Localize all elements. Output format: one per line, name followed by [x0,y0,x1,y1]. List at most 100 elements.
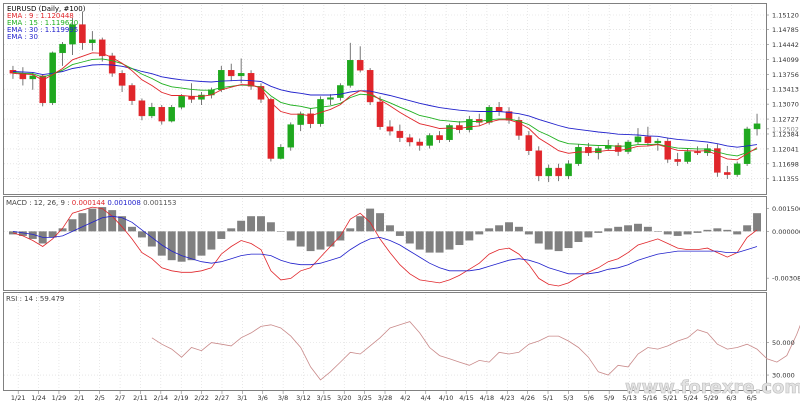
main-y-tick-label: 1.14442 [772,41,799,49]
candle-bull [565,163,572,177]
main-y-tick-label: 1.12041 [772,145,799,153]
candle-bear [396,130,404,138]
macd-histogram-bar [733,231,742,235]
ema-legend-item: EMA : 15 : 1.119620 [7,19,78,27]
ema-30-line [12,64,758,148]
macd-histogram-bar [634,223,642,232]
rsi-y-tick-label: 50.000 [772,339,795,347]
x-tick-label: 4/2 [400,394,410,401]
macd-histogram-bar [137,231,146,238]
macd-histogram-bar [48,231,57,238]
candle-bull [733,163,741,175]
macd-histogram-bar [544,231,553,250]
macd-histogram-bar [88,208,97,232]
candle-bear [376,101,384,127]
main-y-tick-label: 1.11355 [772,175,799,183]
macd-histogram-bar [78,213,87,232]
chart-title: EURUSD (Daily, #100) [7,5,86,13]
macd-y-axis: 0.001506 0.000000 -0.003086 [766,205,800,283]
x-tick-label: 3/6 [257,394,267,401]
candle-bull [446,125,453,141]
macd-histogram-bar [395,231,404,236]
macd-histogram-bar [306,231,315,252]
candle-bull [624,141,632,152]
macd-histogram-bar [683,231,692,235]
macd-histogram-bar [584,231,593,238]
candle-bear [585,147,592,154]
candle-bull [634,136,642,143]
macd-histogram-bar [346,228,355,232]
macd-series [8,206,762,287]
macd-histogram-bar [385,225,394,232]
candle-bear [555,167,562,177]
x-tick-label: 5/13 [622,394,637,401]
candle-bear [515,120,523,136]
candle-bull [198,94,205,100]
macd-name: MACD : 12, 26, 9 : [6,199,70,207]
macd-histogram-bar [147,231,156,247]
macd-histogram-bar [217,231,226,239]
ema-legend-item: EMA : 30 : 1.119995 [7,26,78,34]
macd-hist-value: 0.001153 [143,199,176,207]
candle-bear [714,148,721,173]
macd-histogram-bar [197,231,206,256]
x-tick-label: 1/29 [52,394,67,401]
main-y-tick-label: 1.11698 [772,160,799,168]
candle-bear [356,60,364,71]
x-tick-label: 1/21 [11,394,26,401]
candle-bear [98,39,106,57]
macd-histogram-bar [743,225,752,232]
macd-histogram-bar [475,231,484,235]
macd-histogram-bar [276,231,285,232]
macd-histogram-bar [594,231,603,233]
x-tick-label: 3/28 [378,394,393,401]
candle-bear [307,113,314,124]
candle-bear [664,140,672,160]
macd-histogram-bar [68,219,77,232]
candle-bear [366,70,374,103]
candle-bull [466,119,473,131]
candle-bull [237,73,245,77]
x-tick-label: 3/20 [337,394,352,401]
main-y-tick-label: 1.13413 [772,86,799,94]
candle-bull [59,43,66,54]
x-tick-label: 5/9 [604,394,614,401]
watermark-text: www.forexre.com [625,377,800,398]
macd-main-value: 0.000144 [72,199,106,207]
macd-histogram-bar [177,231,186,262]
rsi-series [151,321,800,381]
candlestick-series [9,11,761,182]
x-tick-label: 4/15 [459,394,474,401]
candle-bull [347,60,354,86]
macd-histogram-bar [187,231,196,261]
x-tick-label: 6/5 [747,394,757,401]
x-tick-label: 2/27 [215,394,230,401]
candle-bear [247,73,255,87]
macd-y-tick-label: -0.003086 [772,275,800,283]
macd-histogram-bar [425,231,434,253]
macd-histogram-bar [723,229,732,232]
macd-histogram-bar [703,229,712,232]
candle-bull [148,106,156,117]
rsi-label: RSI : 14 : 59.479 [6,295,64,303]
candle-bear [495,106,503,112]
macd-histogram-bar [514,226,523,232]
macd-histogram-bar [624,225,633,232]
macd-histogram-bar [653,231,662,232]
candle-bull [178,96,185,108]
candle-bull [287,124,295,148]
x-tick-label: 4/18 [480,394,495,401]
main-y-tick-label: 1.13070 [772,101,799,109]
macd-label: MACD : 12, 26, 9 : 0.000144 0.001008 0.0… [6,199,176,207]
candle-bear [724,172,731,175]
macd-histogram-bar [524,231,533,235]
macd-histogram-bar [693,231,702,233]
main-y-tick-label: 1.12384 [772,130,799,138]
x-tick-label: 3/12 [296,394,311,401]
x-tick-label: 2/5 [94,394,104,401]
macd-main-line [12,206,758,287]
x-tick-label: 3/1 [237,394,247,401]
